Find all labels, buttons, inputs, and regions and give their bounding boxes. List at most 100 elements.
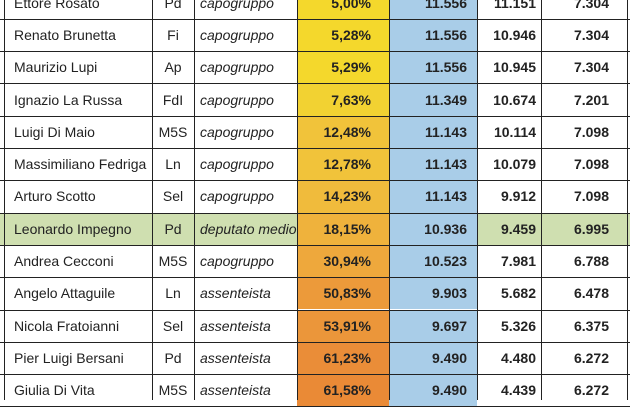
value-1: 9.903 xyxy=(389,277,477,310)
deputy-name: Andrea Cecconi xyxy=(14,253,114,270)
absence-percentage: 5,28% xyxy=(297,18,389,52)
deputy-name: Leonardo Impegno xyxy=(14,220,132,237)
value-1: 9.490 xyxy=(389,341,477,375)
deputy-name: Angelo Attaguile xyxy=(14,285,116,302)
deputy-role: capogruppo xyxy=(200,26,274,43)
table-row: Arturo Scotto Sel capogruppo 14,23% 11.143 9.… xyxy=(0,180,630,213)
deputy-role: assenteista xyxy=(200,317,271,334)
deputy-role: capogruppo xyxy=(200,0,274,11)
deputy-name: Luigi Di Maio xyxy=(14,123,95,140)
value-2: 7.981 xyxy=(500,253,536,270)
deputy-role: capogruppo xyxy=(200,91,274,108)
deputy-name: Ettore Rosato xyxy=(14,0,100,11)
deputy-name: Pier Luigi Bersani xyxy=(14,349,124,366)
value-2: 10.946 xyxy=(493,26,536,43)
deputy-role: assenteista xyxy=(200,382,271,399)
value-2: 10.674 xyxy=(493,91,536,108)
party-code: Fi xyxy=(167,26,179,43)
table-row: Leonardo Impegno Pd deputato medio 18,15% 10… xyxy=(0,212,630,245)
table-row: Andrea Cecconi M5S capogruppo 30,94% 10.523 7… xyxy=(0,244,630,278)
value-3: 7.098 xyxy=(573,188,609,205)
absence-percentage: 14,23% xyxy=(297,180,389,213)
party-code: Pd xyxy=(164,349,182,366)
table-row: Angelo Attaguile Ln assenteista 50,83% 9.903… xyxy=(0,277,630,310)
value-1: 11.556 xyxy=(389,51,477,84)
row-divider xyxy=(0,244,630,246)
value-1: 11.349 xyxy=(389,83,477,116)
deputy-role: capogruppo xyxy=(200,156,274,173)
absence-percentage: 12,78% xyxy=(297,148,389,181)
row-divider xyxy=(0,148,630,149)
value-1: 11.143 xyxy=(389,115,477,148)
value-3: 6.375 xyxy=(573,317,609,334)
absence-percentage: 5,29% xyxy=(297,51,389,84)
deputy-name: Maurizio Lupi xyxy=(14,59,98,76)
deputy-name: Renato Brunetta xyxy=(14,26,116,43)
party-code: M5S xyxy=(158,123,188,140)
absence-percentage: 7,63% xyxy=(297,83,389,116)
deputy-role: capogruppo xyxy=(200,123,274,140)
value-1: 10.523 xyxy=(389,244,477,278)
grid-line xyxy=(4,0,5,400)
absence-percentage: 18,15% xyxy=(297,212,389,245)
row-divider xyxy=(0,212,630,214)
value-2: 5.682 xyxy=(500,285,536,302)
deputy-role: capogruppo xyxy=(200,59,274,76)
table-row: Maurizio Lupi Ap capogruppo 5,29% 11.556 10.9… xyxy=(0,51,630,84)
value-3: 6.995 xyxy=(573,220,609,237)
value-3: 6.272 xyxy=(573,349,609,366)
table-row: Ettore Rosato Pd capogruppo 5,00% 11.556 11.1… xyxy=(0,0,630,19)
value-2: 11.151 xyxy=(493,0,536,11)
party-code: Ln xyxy=(165,156,181,173)
absence-percentage: 50,83% xyxy=(297,277,389,310)
value-2: 10.945 xyxy=(493,59,536,76)
value-2: 5.326 xyxy=(500,317,536,334)
value-2: 4.439 xyxy=(500,382,536,399)
deputy-name: Arturo Scotto xyxy=(14,188,96,205)
grid-line xyxy=(627,0,628,400)
value-1: 9.697 xyxy=(389,309,477,342)
deputy-name: Nicola Fratoianni xyxy=(14,317,120,334)
absence-percentage: 61,23% xyxy=(297,341,389,375)
party-code: M5S xyxy=(158,253,188,270)
grid-line xyxy=(389,0,390,400)
party-code: Sel xyxy=(162,188,184,205)
row-divider xyxy=(0,18,630,20)
value-3: 6.788 xyxy=(573,253,609,270)
value-3: 7.098 xyxy=(573,156,609,173)
deputy-name: Massimiliano Fedriga xyxy=(14,156,147,173)
absence-percentage: 12,48% xyxy=(297,115,389,148)
table-row: Luigi Di Maio M5S capogruppo 12,48% 11.143 10… xyxy=(0,115,630,148)
deputy-role: deputato medio xyxy=(200,220,297,237)
deputy-role: assenteista xyxy=(200,285,271,302)
deputy-role: capogruppo xyxy=(200,188,274,205)
value-1: 10.936 xyxy=(389,212,477,245)
deputy-role: capogruppo xyxy=(200,253,274,270)
table-row: Massimiliano Fedriga Ln capogruppo 12,78% 11… xyxy=(0,148,630,181)
row-divider xyxy=(0,277,630,279)
row-divider xyxy=(0,374,630,376)
party-code: Ap xyxy=(164,59,182,76)
absence-percentage: 30,94% xyxy=(297,244,389,278)
value-3: 7.201 xyxy=(573,91,609,108)
value-3: 7.304 xyxy=(573,26,609,43)
deputy-name: Giulia Di Vita xyxy=(14,382,95,399)
row-divider xyxy=(0,341,630,343)
grid-line xyxy=(541,0,542,400)
grid-line xyxy=(477,0,478,400)
row-divider xyxy=(0,51,630,53)
party-code: FdI xyxy=(162,91,184,108)
value-1: 11.143 xyxy=(389,148,477,181)
value-3: 7.304 xyxy=(573,0,609,11)
value-3: 7.098 xyxy=(573,123,609,140)
value-3: 6.478 xyxy=(573,285,609,302)
table-row: Ignazio La Russa FdI capogruppo 7,63% 11.349… xyxy=(0,83,630,116)
party-code: M5S xyxy=(158,382,188,399)
absence-percentage: 53,91% xyxy=(297,309,389,342)
value-2: 10.079 xyxy=(493,156,536,173)
party-code: Ln xyxy=(165,285,181,302)
value-1: 11.556 xyxy=(389,18,477,52)
value-3: 7.304 xyxy=(573,59,609,76)
value-1: 9.490 xyxy=(389,374,477,407)
